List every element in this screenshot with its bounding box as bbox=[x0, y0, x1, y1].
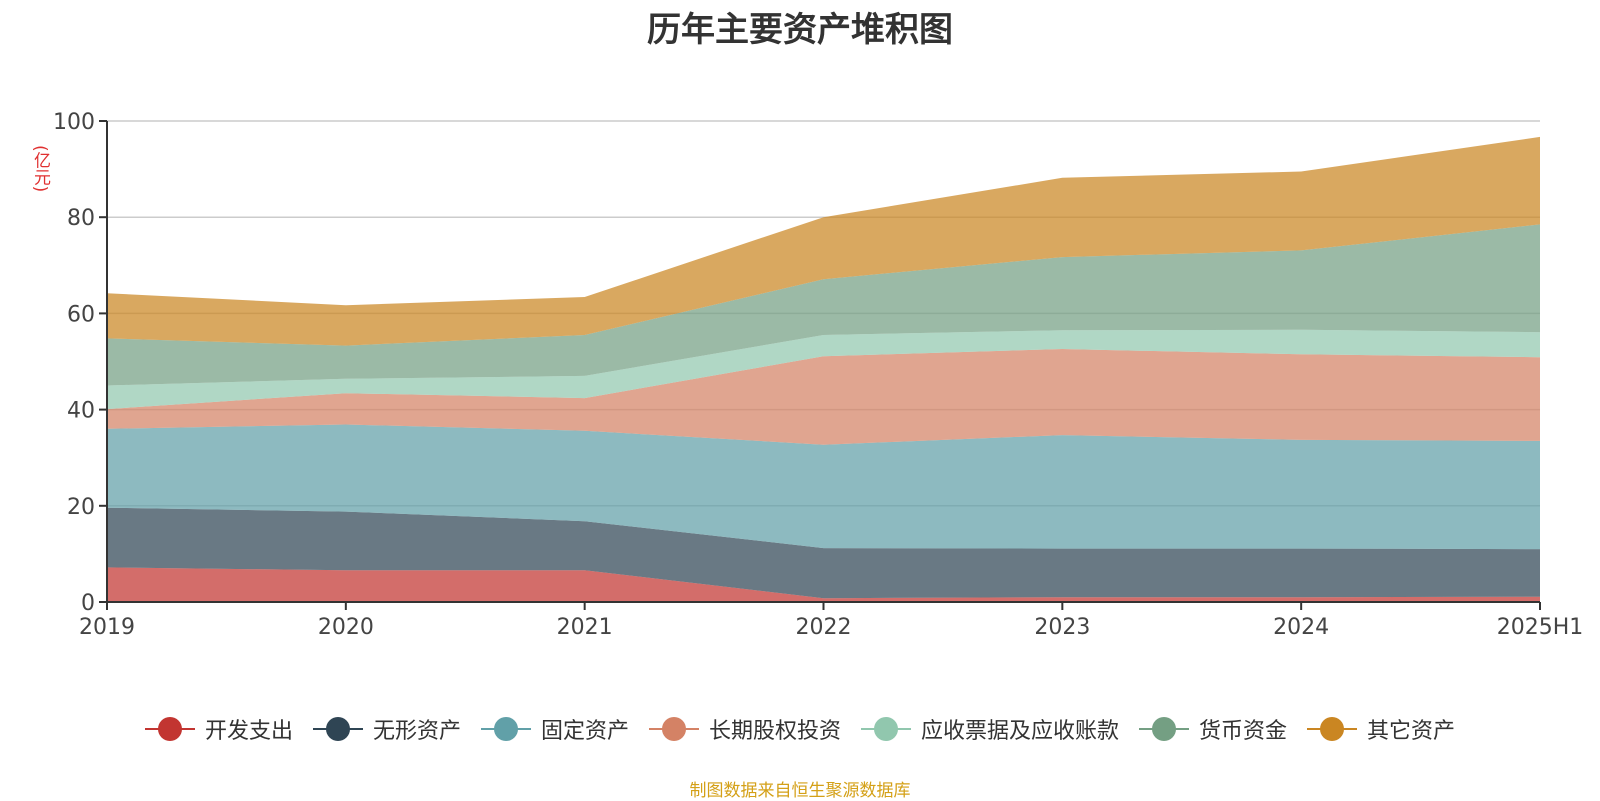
area-series bbox=[107, 136, 1540, 602]
x-tick-label: 2022 bbox=[796, 615, 852, 640]
y-axis-unit-label: (亿元) bbox=[30, 145, 50, 193]
source-note: 制图数据来自恒生聚源数据库 bbox=[689, 781, 911, 801]
chart-title: 历年主要资产堆积图 bbox=[647, 10, 953, 50]
y-tick-label: 0 bbox=[81, 591, 95, 616]
area-series-开发支出 bbox=[107, 567, 1540, 602]
legend-label: 无形资产 bbox=[372, 719, 461, 744]
legend-marker-icon bbox=[861, 716, 911, 742]
y-tick-label: 80 bbox=[67, 206, 95, 231]
legend-marker-icon bbox=[1139, 716, 1190, 742]
legend-label: 开发支出 bbox=[204, 719, 293, 744]
legend-label: 应收票据及应收账款 bbox=[921, 719, 1120, 744]
legend-item[interactable]: 无形资产 bbox=[312, 713, 461, 745]
area-series-无形资产 bbox=[107, 507, 1540, 599]
legend-item[interactable]: 货币资金 bbox=[1139, 713, 1287, 745]
legend-marker-icon bbox=[480, 716, 531, 742]
area-series-长期股权投资 bbox=[107, 349, 1540, 445]
y-tick-label: 100 bbox=[53, 110, 95, 135]
legend-label: 其它资产 bbox=[1367, 719, 1456, 744]
x-tick-label: 2021 bbox=[557, 615, 613, 640]
legend-marker-icon bbox=[144, 716, 195, 742]
x-tick-label: 2025H1 bbox=[1497, 615, 1584, 640]
y-tick-label: 60 bbox=[67, 302, 95, 327]
y-tick-label: 20 bbox=[67, 495, 95, 520]
legend-item[interactable]: 其它资产 bbox=[1307, 713, 1455, 745]
x-tick-label: 2020 bbox=[318, 615, 374, 640]
legend-item[interactable]: 长期股权投资 bbox=[648, 713, 841, 745]
legend-label: 固定资产 bbox=[540, 719, 629, 744]
x-tick-label: 2023 bbox=[1034, 615, 1090, 640]
x-tick-label: 2024 bbox=[1273, 615, 1329, 640]
x-tick-label: 2019 bbox=[79, 615, 135, 640]
area-series-应收票据及应收账款 bbox=[107, 329, 1540, 410]
y-tick-label: 40 bbox=[67, 399, 95, 424]
legend: 开发支出 无形资产 固定资产 长期股权投资 应收票据及应收账款 货币资金 其它资产 bbox=[0, 713, 1600, 745]
legend-marker-icon bbox=[312, 716, 363, 742]
legend-label: 长期股权投资 bbox=[708, 719, 841, 744]
legend-marker-icon bbox=[648, 716, 699, 742]
legend-item[interactable]: 开发支出 bbox=[144, 713, 293, 745]
area-series-货币资金 bbox=[107, 224, 1540, 386]
axes: 0 20 40 60 80 100 2019 2020 2021 2022 2023 2024 2025… bbox=[53, 110, 1583, 640]
legend-marker-icon bbox=[1307, 716, 1358, 742]
area-series-其它资产 bbox=[107, 136, 1540, 346]
area-series-固定资产 bbox=[107, 424, 1540, 550]
legend-item[interactable]: 应收票据及应收账款 bbox=[861, 713, 1119, 745]
legend-label: 货币资金 bbox=[1199, 719, 1288, 744]
legend-item[interactable]: 固定资产 bbox=[480, 713, 629, 745]
